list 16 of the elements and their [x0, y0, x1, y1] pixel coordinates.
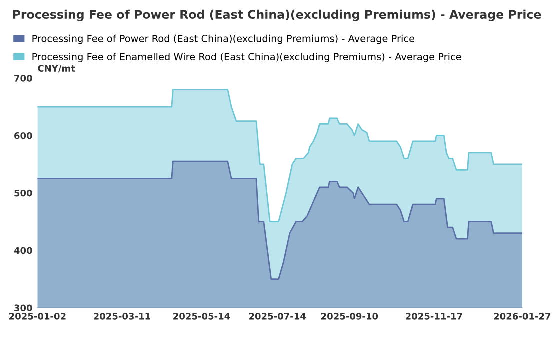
x-tick-label: 2025-09-10: [321, 313, 378, 320]
x-tick-label: 2025-05-14: [174, 313, 230, 320]
x-tick-label: 2025-11-17: [406, 313, 462, 320]
y-tick-label: 300: [14, 304, 32, 312]
x-tick-label: 2026-01-27: [494, 313, 551, 320]
y-tick-label: 400: [14, 247, 32, 254]
chart-title: Processing Fee of Power Rod (East China)(excluding Premiums) - Average Price: [13, 10, 542, 22]
y-axis-title: CNY/mt: [38, 65, 76, 73]
legend-label: Processing Fee of Power Rod (East China)(excluding Premiums) - Average Price: [32, 34, 415, 44]
x-tick-label: 2025-03-11: [94, 313, 150, 320]
legend-label: Processing Fee of Enamelled Wire Rod (East China)(excluding Premiums) - Average Price: [32, 53, 462, 62]
y-tick-label: 500: [14, 190, 32, 197]
x-tick-label: 2025-07-14: [249, 313, 306, 320]
y-tick-label: 700: [14, 75, 32, 82]
y-tick-label: 600: [14, 132, 32, 140]
x-tick-label: 2025-01-02: [10, 313, 66, 320]
